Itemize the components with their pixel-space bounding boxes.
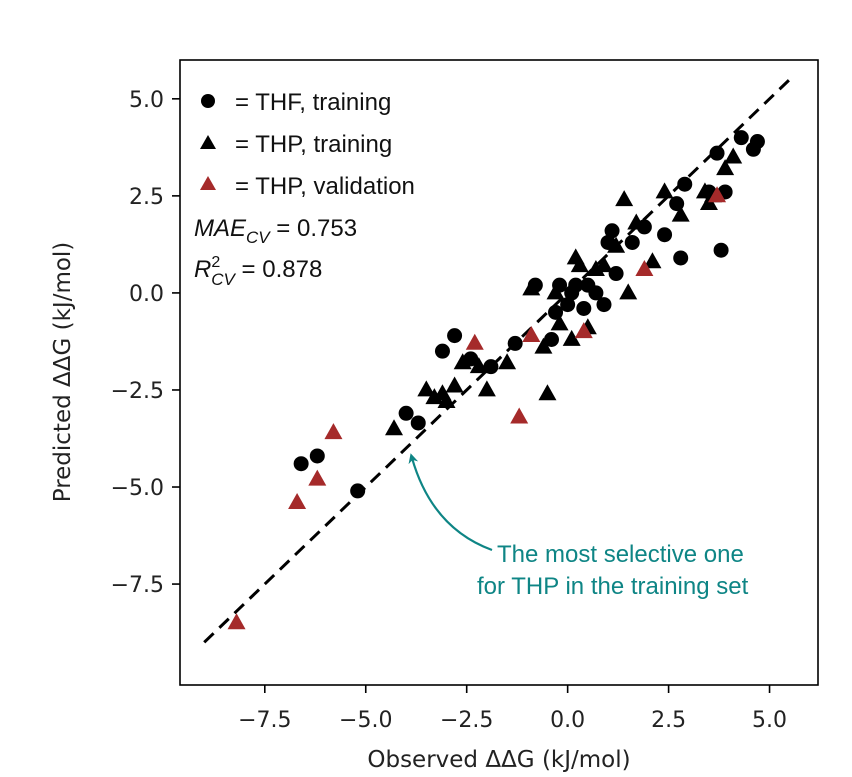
point-thp-training (522, 279, 541, 296)
legend-marker-thf-training (201, 94, 215, 108)
point-thf-training (604, 223, 620, 239)
point-thp-validation (635, 260, 654, 277)
point-thp-validation (522, 326, 541, 343)
x-axis: −7.5 −5.0 −2.5 0.0 2.5 5.0 (238, 685, 787, 733)
x-tick-label: −7.5 (238, 708, 291, 733)
point-thp-validation (510, 407, 529, 424)
x-tick-label: 5.0 (752, 708, 787, 733)
data-points (227, 130, 765, 630)
point-thf-training (410, 415, 426, 431)
point-thp-training (385, 419, 404, 436)
mae-value: = 0.753 (270, 215, 357, 242)
point-thp-validation (574, 322, 593, 339)
point-thf-training (596, 297, 612, 313)
point-thf-training (709, 145, 725, 161)
point-thp-training (437, 392, 456, 409)
point-thp-training (615, 190, 634, 207)
point-thp-validation (308, 469, 327, 486)
point-thf-training (543, 332, 559, 348)
point-thf-training (733, 130, 749, 146)
plot-frame (179, 59, 819, 686)
point-thp-training (546, 283, 565, 300)
point-thf-training (483, 359, 499, 375)
legend-marker-thp-validation (200, 176, 216, 190)
annotation-arrow (408, 453, 493, 552)
point-thf-training (624, 234, 640, 250)
r2-value: = 0.878 (235, 256, 322, 283)
point-thp-training (655, 182, 674, 199)
point-thp-training (498, 353, 517, 370)
x-tick-label: −2.5 (440, 708, 493, 733)
point-thf-training (588, 285, 604, 301)
y-axis-title: Predicted ΔΔG (kJ/mol) (50, 242, 76, 503)
point-thp-training (445, 376, 464, 393)
point-thf-training (608, 266, 624, 282)
point-thf-training (677, 176, 693, 192)
y-tick-label: 0.0 (129, 282, 164, 307)
point-thp-validation (324, 423, 343, 440)
point-thp-training (594, 256, 613, 273)
legend-label-thp-training: = THP, training (235, 131, 392, 158)
y-tick-label: 2.5 (129, 185, 164, 210)
point-thf-training (293, 456, 309, 472)
point-thf-training (749, 134, 765, 150)
annotation-line-1: The most selective one (497, 541, 744, 568)
point-thf-training (447, 328, 463, 344)
point-thp-training (619, 283, 638, 300)
point-thp-validation (288, 492, 307, 509)
point-thp-training (469, 357, 488, 374)
point-thp-training (477, 380, 496, 397)
x-tick-label: −5.0 (339, 708, 392, 733)
point-thf-training (350, 483, 366, 499)
annotation-line-2: for THP in the training set (477, 573, 749, 600)
y-tick-label: −5.0 (111, 476, 164, 501)
r2-symbol: R (194, 256, 211, 283)
r2-superscript: 2 (211, 254, 220, 271)
mae-subscript: CV (246, 228, 271, 247)
y-tick-label: −7.5 (111, 573, 164, 598)
identity-line (203, 74, 795, 644)
y-axis: 5.0 2.5 0.0 −2.5 −5.0 −7.5 (111, 88, 180, 598)
x-axis-title: Observed ΔΔG (kJ/mol) (367, 747, 630, 773)
point-thf-training (560, 297, 576, 313)
point-thp-training (453, 353, 472, 370)
point-thf-training (507, 335, 523, 351)
point-thp-training (724, 147, 743, 164)
point-thp-validation (465, 333, 484, 350)
y-tick-label: −2.5 (111, 379, 164, 404)
legend-label-thp-validation: = THP, validation (235, 173, 415, 200)
point-thp-training (671, 205, 690, 222)
point-thp-validation (708, 186, 727, 203)
r2-subscript: CV (211, 270, 236, 289)
point-thf-training (434, 343, 450, 359)
r2-statistic: R2 CV = 0.878 (194, 254, 322, 289)
mae-symbol: MAE (194, 215, 247, 242)
point-thf-training (657, 227, 673, 243)
point-thf-training (568, 277, 584, 293)
point-thp-training (550, 314, 569, 331)
legend-marker-thp-training (200, 135, 216, 149)
point-thp-training (570, 256, 589, 273)
point-thp-training (538, 384, 557, 401)
point-thf-training (576, 300, 592, 316)
mae-statistic: MAECV = 0.753 (194, 215, 357, 247)
legend-label-thf-training: = THF, training (235, 89, 391, 116)
point-thf-training (309, 448, 325, 464)
point-thp-training (562, 329, 581, 346)
point-thf-training (398, 405, 414, 421)
point-thp-validation (227, 613, 246, 630)
x-tick-label: 2.5 (651, 708, 686, 733)
point-thp-training (716, 159, 735, 176)
point-thp-training (643, 252, 662, 269)
x-tick-label: 0.0 (550, 708, 585, 733)
point-thp-training (607, 236, 626, 253)
point-thf-training (673, 250, 689, 266)
point-thf-training (713, 242, 729, 258)
point-thp-training (534, 337, 553, 354)
point-thp-training (627, 213, 646, 230)
point-thp-training (417, 380, 436, 397)
y-tick-label: 5.0 (129, 88, 164, 113)
legend: = THF, training = THP, training = THP, v… (200, 89, 415, 200)
